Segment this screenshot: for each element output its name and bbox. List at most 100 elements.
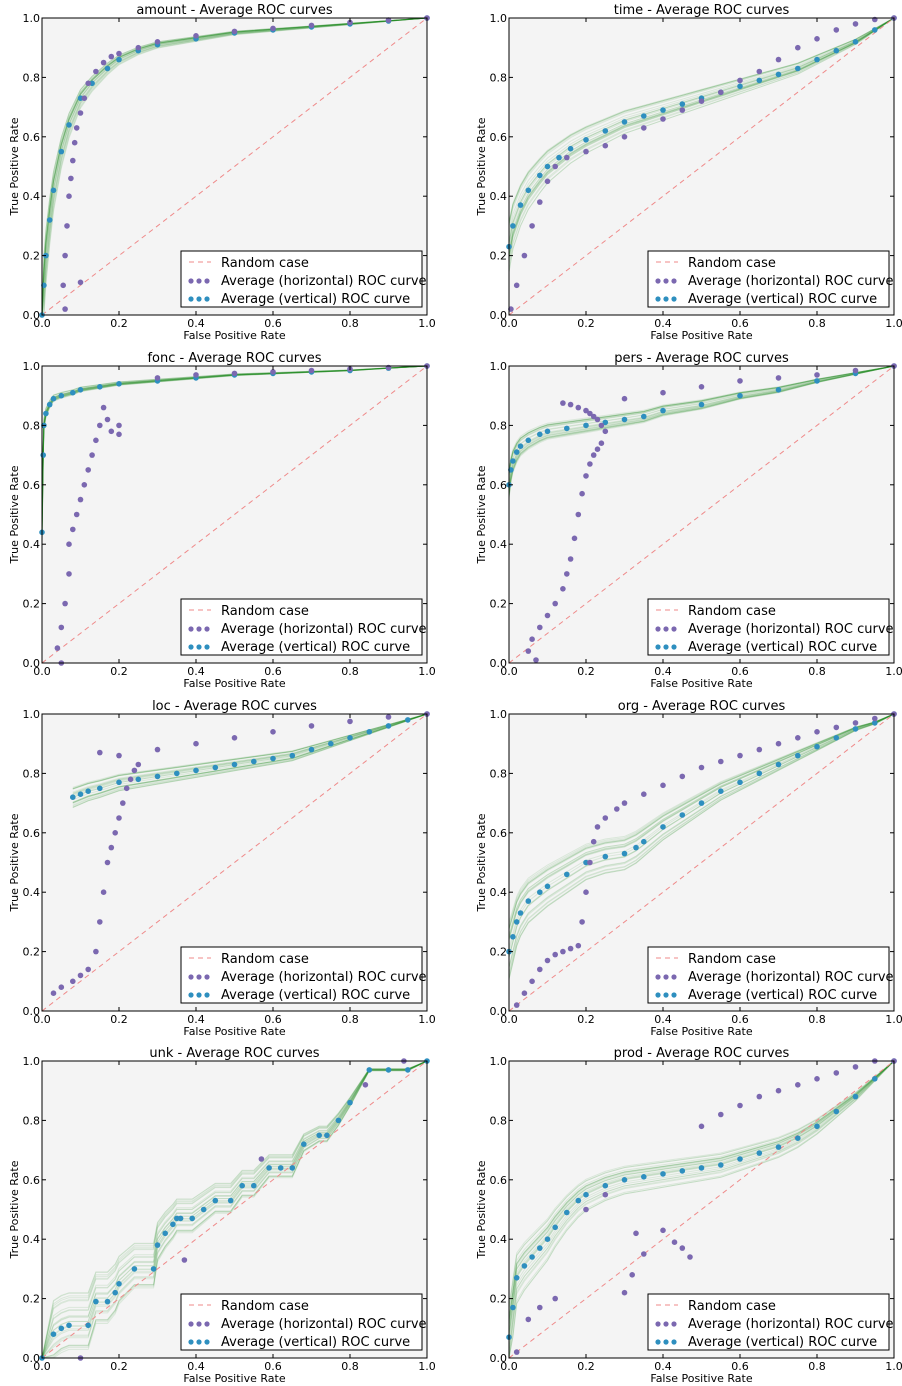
roc-curve-line — [41, 1060, 428, 1359]
legend-marker — [663, 626, 669, 632]
y-tick-label: 0.0 — [23, 1005, 41, 1018]
roc-point — [104, 65, 111, 72]
roc-point — [660, 782, 666, 789]
roc-point — [537, 172, 543, 179]
y-axis-label: True Positive Rate — [8, 1160, 21, 1259]
roc-point — [347, 718, 353, 725]
horizontal-legend-entry: Average (horizontal) ROC curve — [688, 1317, 894, 1332]
roc-point — [81, 482, 88, 488]
chart-title: amount - Average ROC curves — [136, 3, 333, 18]
x-tick-label: 0.2 — [110, 317, 128, 330]
legend-marker — [188, 992, 194, 998]
roc-curve-line — [41, 17, 428, 316]
y-axis-label: True Positive Rate — [8, 813, 21, 912]
x-axis-label: False Positive Rate — [183, 329, 285, 342]
roc-point — [193, 740, 199, 747]
roc-point — [718, 758, 724, 765]
roc-point — [104, 1298, 111, 1305]
roc-point — [795, 1135, 801, 1141]
roc-point — [737, 1156, 743, 1162]
roc-point — [308, 723, 315, 729]
roc-point — [116, 50, 122, 57]
roc-curve-line — [41, 17, 428, 316]
roc-point — [814, 1076, 820, 1082]
roc-point — [575, 404, 582, 411]
roc-point — [104, 859, 111, 866]
roc-point — [698, 384, 705, 390]
roc-point — [698, 800, 705, 806]
x-tick-label: 0.4 — [187, 1360, 205, 1373]
roc-point — [385, 714, 392, 720]
roc-point — [116, 779, 122, 786]
x-tick-label: 0.4 — [187, 1013, 205, 1026]
x-tick-label: 0.4 — [187, 317, 205, 330]
legend-marker — [655, 644, 661, 650]
axes-frame — [41, 365, 428, 664]
y-tick-label: 0.8 — [490, 419, 508, 432]
legend-marker — [188, 1339, 194, 1345]
roc-point — [58, 148, 65, 155]
roc-point — [795, 44, 801, 51]
y-axis-label: True Positive Rate — [475, 1160, 488, 1259]
y-tick-label: 0.2 — [23, 598, 41, 611]
horizontal-legend-entry: Average (horizontal) ROC curve — [221, 274, 427, 289]
y-axis-label: True Positive Rate — [8, 465, 21, 564]
roc-point — [521, 252, 528, 259]
y-tick-label: 0.6 — [490, 131, 508, 144]
roc-point — [116, 1281, 122, 1287]
roc-curve-line — [508, 365, 895, 498]
roc-point — [598, 440, 605, 447]
roc-point — [814, 743, 820, 750]
legend-marker — [671, 1321, 677, 1327]
roc-curve-bundle — [41, 1060, 428, 1359]
legend-marker — [655, 626, 661, 632]
roc-curve-line — [508, 365, 895, 492]
roc-point — [671, 1239, 678, 1245]
legend-marker — [204, 296, 210, 302]
roc-curve-line — [508, 365, 895, 496]
roc-curve-line — [41, 1060, 428, 1359]
random-case-line — [508, 1060, 895, 1359]
roc-point — [270, 369, 276, 375]
roc-point — [833, 47, 840, 54]
roc-point — [270, 755, 276, 762]
roc-point — [525, 898, 532, 904]
roc-point — [521, 990, 528, 996]
roc-point — [544, 163, 551, 170]
legend-marker — [671, 1339, 677, 1345]
roc-curve-line — [508, 17, 895, 224]
horizontal-roc-series — [60, 15, 430, 312]
roc-curve-line — [508, 365, 895, 496]
roc-point — [239, 1182, 245, 1189]
roc-curve-line — [508, 713, 895, 957]
roc-point — [698, 401, 705, 408]
chart-title: prod - Average ROC curves — [614, 1046, 790, 1061]
x-tick-label: 0.8 — [341, 317, 359, 330]
roc-curve-line — [508, 713, 895, 958]
roc-curve-line — [508, 17, 895, 224]
roc-point — [852, 39, 859, 45]
legend-marker — [196, 296, 202, 302]
roc-curve-line — [508, 365, 895, 481]
roc-curve-line — [72, 713, 428, 790]
legend-marker — [188, 296, 194, 302]
roc-point — [775, 387, 782, 393]
roc-curve-line — [72, 713, 428, 790]
y-tick-label: 1.0 — [23, 1055, 41, 1068]
legend: Random case Average (horizontal) ROC curv… — [180, 250, 427, 308]
roc-point — [123, 785, 130, 792]
y-tick-label: 0.2 — [490, 598, 508, 611]
y-tick-label: 0.0 — [490, 309, 508, 322]
roc-point — [200, 1206, 207, 1213]
random-case-line — [41, 365, 428, 664]
roc-point — [544, 1236, 551, 1242]
chart-title: unk - Average ROC curves — [149, 1046, 319, 1061]
roc-curve-line — [508, 713, 895, 930]
roc-point — [575, 1197, 582, 1204]
y-tick-label: 0.8 — [490, 767, 508, 780]
roc-curve-line — [508, 713, 895, 958]
roc-point — [50, 187, 57, 194]
roc-curve-line — [41, 1060, 428, 1359]
roc-point — [583, 422, 589, 429]
axes-frame — [41, 17, 428, 316]
